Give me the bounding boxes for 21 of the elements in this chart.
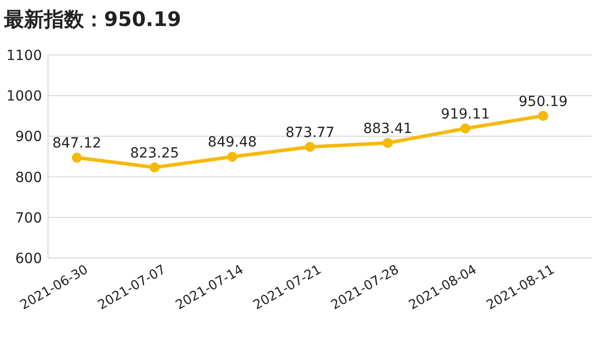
data-label: 919.11 [440, 106, 490, 122]
y-tick-label: 900 [15, 129, 42, 146]
point [72, 152, 82, 163]
data-label: 873.77 [286, 124, 334, 141]
point [460, 123, 470, 134]
chart-title: 最新指数：950.19 [3, 7, 182, 31]
point [150, 162, 160, 172]
data-label: 883.41 [363, 120, 412, 137]
point [305, 142, 315, 152]
y-tick-label: 1000 [6, 88, 42, 105]
y-tick-label: 700 [15, 210, 42, 226]
data-label: 849.48 [208, 134, 257, 151]
y-tick-label: 600 [15, 251, 42, 267]
y-tick-label: 1100 [6, 48, 42, 64]
data-label: 950.19 [518, 94, 568, 110]
point [227, 152, 238, 162]
data-label: 823.25 [130, 145, 180, 162]
y-tick-label: 800 [15, 170, 42, 186]
data-label: 847.12 [52, 136, 102, 152]
point [538, 110, 548, 121]
point [382, 138, 393, 148]
